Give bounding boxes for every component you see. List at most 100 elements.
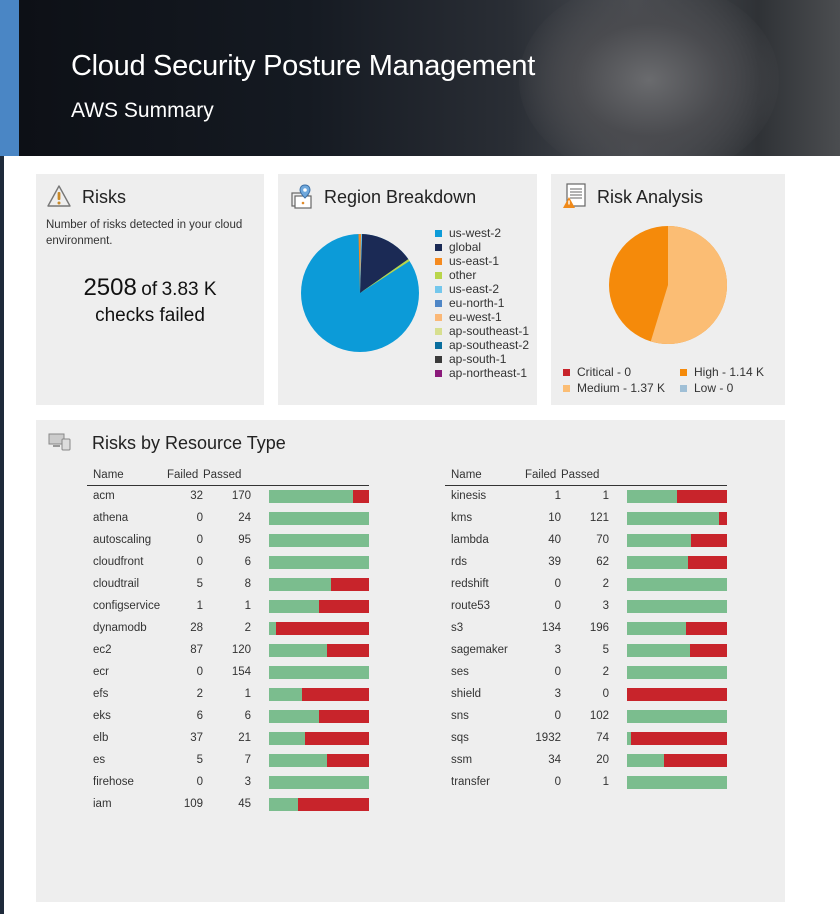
legend-item-critical[interactable]: Critical - 0: [563, 365, 631, 379]
pass-fail-bar[interactable]: [627, 511, 727, 525]
legend-item[interactable]: ap-south-1: [435, 352, 529, 366]
pass-fail-bar[interactable]: [269, 665, 369, 679]
table-row[interactable]: acm 32 170: [87, 485, 369, 507]
table-row[interactable]: redshift 0 2: [445, 573, 727, 595]
table-row[interactable]: shield 3 0: [445, 683, 727, 705]
pass-fail-bar[interactable]: [627, 577, 727, 591]
pass-fail-bar[interactable]: [627, 665, 727, 679]
table-row[interactable]: autoscaling 0 95: [87, 529, 369, 551]
failed-count: 0: [554, 776, 561, 788]
table-row[interactable]: ssm 34 20: [445, 749, 727, 771]
pass-fail-bar[interactable]: [269, 687, 369, 701]
table-row[interactable]: ses 0 2: [445, 661, 727, 683]
failed-count: 5: [196, 578, 203, 590]
column-header-failed[interactable]: Failed: [167, 466, 203, 486]
pass-fail-bar[interactable]: [627, 687, 727, 701]
table-row[interactable]: cloudtrail 5 8: [87, 573, 369, 595]
risk-analysis-pie-chart[interactable]: [608, 225, 728, 345]
report-warning-icon: [563, 183, 586, 208]
pass-fail-bar[interactable]: [627, 731, 727, 745]
table-row[interactable]: transfer 0 1: [445, 771, 727, 793]
pass-fail-bar[interactable]: [627, 753, 727, 767]
legend-item[interactable]: us-east-1: [435, 254, 529, 268]
column-header-failed[interactable]: Failed: [525, 466, 561, 486]
table-row[interactable]: s3 134 196: [445, 617, 727, 639]
resource-name: rds: [451, 556, 467, 568]
passed-count: 2: [244, 622, 251, 634]
legend-item-medium[interactable]: Medium - 1.37 K: [563, 381, 665, 395]
legend-item-low[interactable]: Low - 0: [680, 381, 733, 395]
passed-count: 20: [596, 754, 609, 766]
table-row[interactable]: ec2 87 120: [87, 639, 369, 661]
legend-item[interactable]: ap-northeast-1: [435, 366, 529, 380]
column-header-name[interactable]: Name: [87, 466, 167, 486]
pass-fail-bar[interactable]: [627, 533, 727, 547]
pass-fail-bar[interactable]: [627, 643, 727, 657]
pass-fail-bar[interactable]: [269, 511, 369, 525]
table-row[interactable]: route53 0 3: [445, 595, 727, 617]
table-row[interactable]: efs 2 1: [87, 683, 369, 705]
pass-fail-bar[interactable]: [627, 621, 727, 635]
risks-summary: 2508 of 3.83 K: [36, 274, 264, 302]
table-row[interactable]: athena 0 24: [87, 507, 369, 529]
table-row[interactable]: elb 37 21: [87, 727, 369, 749]
failed-segment: [719, 511, 727, 525]
legend-item[interactable]: global: [435, 240, 529, 254]
table-row[interactable]: es 5 7: [87, 749, 369, 771]
pass-fail-bar[interactable]: [627, 599, 727, 613]
table-row[interactable]: configservice 1 1: [87, 595, 369, 617]
legend-item[interactable]: ap-southeast-2: [435, 338, 529, 352]
pass-fail-bar[interactable]: [269, 621, 369, 635]
table-row[interactable]: ecr 0 154: [87, 661, 369, 683]
pass-fail-bar[interactable]: [269, 709, 369, 723]
pass-fail-bar[interactable]: [269, 555, 369, 569]
failed-count: 37: [190, 732, 203, 744]
legend-item[interactable]: other: [435, 268, 529, 282]
passed-count: 21: [238, 732, 251, 744]
failed-count: 1: [196, 600, 203, 612]
column-header-passed[interactable]: Passed: [203, 466, 251, 486]
legend-item[interactable]: us-west-2: [435, 226, 529, 240]
table-row[interactable]: rds 39 62: [445, 551, 727, 573]
pass-fail-bar[interactable]: [269, 533, 369, 547]
legend-item-high[interactable]: High - 1.14 K: [680, 365, 764, 379]
pass-fail-bar[interactable]: [627, 555, 727, 569]
column-header-passed[interactable]: Passed: [561, 466, 609, 486]
table-row[interactable]: sagemaker 3 5: [445, 639, 727, 661]
pass-fail-bar[interactable]: [627, 709, 727, 723]
table-row[interactable]: lambda 40 70: [445, 529, 727, 551]
table-row[interactable]: sns 0 102: [445, 705, 727, 727]
column-header-name[interactable]: Name: [445, 466, 525, 486]
pass-fail-bar[interactable]: [269, 599, 369, 613]
pass-fail-bar[interactable]: [269, 753, 369, 767]
total-count: 3.83 K: [161, 279, 217, 300]
region-pie-chart[interactable]: [300, 233, 420, 353]
pass-fail-bar[interactable]: [269, 489, 369, 503]
pass-fail-bar[interactable]: [269, 775, 369, 789]
table-row[interactable]: sqs 1932 74: [445, 727, 727, 749]
passed-count: 1: [602, 776, 609, 788]
table-row[interactable]: kms 10 121: [445, 507, 727, 529]
risk-analysis-legend: Critical - 0 High - 1.14 K Medium - 1.37…: [563, 365, 783, 395]
table-row[interactable]: eks 6 6: [87, 705, 369, 727]
passed-count: 95: [238, 534, 251, 546]
table-row[interactable]: dynamodb 28 2: [87, 617, 369, 639]
pass-fail-bar[interactable]: [627, 775, 727, 789]
failed-count: 0: [554, 600, 561, 612]
header-banner: Cloud Security Posture Management AWS Su…: [19, 0, 840, 156]
table-row[interactable]: kinesis 1 1: [445, 485, 727, 507]
legend-item[interactable]: ap-southeast-1: [435, 324, 529, 338]
pass-fail-bar[interactable]: [269, 797, 369, 811]
legend-item[interactable]: eu-west-1: [435, 310, 529, 324]
pass-fail-bar[interactable]: [269, 577, 369, 591]
passed-segment: [269, 731, 306, 745]
table-row[interactable]: firehose 0 3: [87, 771, 369, 793]
legend-item[interactable]: eu-north-1: [435, 296, 529, 310]
resource-name: sagemaker: [451, 644, 508, 656]
table-row[interactable]: cloudfront 0 6: [87, 551, 369, 573]
table-row[interactable]: iam 109 45: [87, 793, 369, 815]
pass-fail-bar[interactable]: [627, 489, 727, 503]
pass-fail-bar[interactable]: [269, 643, 369, 657]
pass-fail-bar[interactable]: [269, 731, 369, 745]
legend-item[interactable]: us-east-2: [435, 282, 529, 296]
